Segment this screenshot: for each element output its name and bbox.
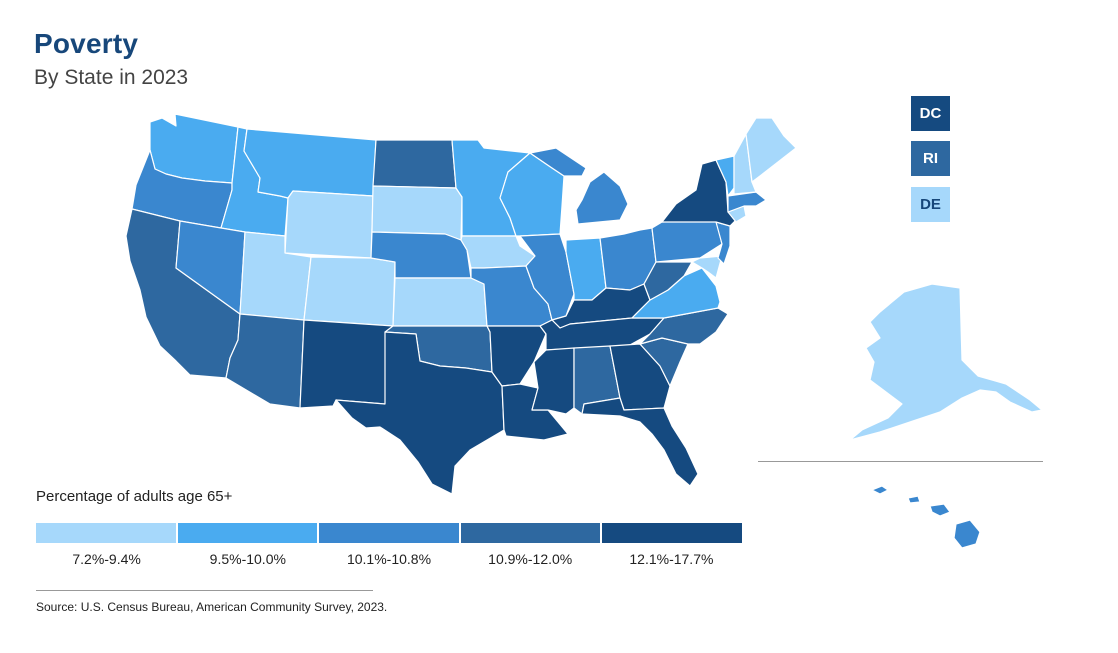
state-ak[interactable] — [849, 283, 1043, 441]
legend-label: 10.1%-10.8% — [346, 551, 432, 567]
legend-swatch — [319, 523, 459, 543]
small-state-label: DC — [919, 105, 942, 122]
small-state-dc[interactable]: DC — [911, 96, 950, 131]
legend-swatch — [177, 523, 318, 543]
state-ma[interactable] — [727, 191, 767, 213]
small-state-label: RI — [923, 150, 938, 167]
inset-divider — [758, 461, 1043, 462]
state-nm[interactable] — [299, 319, 394, 409]
legend-swatch — [36, 523, 176, 543]
state-ks[interactable] — [392, 277, 488, 327]
state-mt[interactable] — [243, 128, 377, 199]
legend-label: 12.1%-17.7% — [629, 551, 714, 567]
state-fl[interactable] — [581, 397, 699, 487]
source-divider — [36, 590, 373, 591]
state-vt[interactable] — [715, 155, 735, 197]
legend-title: Percentage of adults age 65+ — [36, 488, 233, 505]
state-hi[interactable] — [871, 485, 981, 549]
state-mi[interactable] — [529, 147, 629, 225]
state-co[interactable] — [303, 256, 396, 327]
page-subtitle: By State in 2023 — [34, 66, 189, 89]
state-md[interactable] — [691, 255, 723, 279]
state-nd[interactable] — [372, 139, 457, 189]
state-la[interactable] — [501, 383, 569, 441]
state-ms[interactable] — [531, 347, 575, 415]
small-state-de[interactable]: DE — [911, 187, 950, 222]
small-state-ri[interactable]: RI — [911, 141, 950, 176]
legend-bar — [36, 523, 742, 543]
page-title: Poverty — [34, 28, 139, 59]
legend-labels: 7.2%-9.4% 9.5%-10.0% 10.1%-10.8% 10.9%-1… — [36, 551, 742, 567]
state-nc[interactable] — [639, 307, 729, 345]
small-state-label: DE — [920, 196, 941, 213]
legend-label: 9.5%-10.0% — [209, 551, 286, 567]
source-note: Source: U.S. Census Bureau, American Com… — [36, 600, 388, 614]
legend-swatch — [602, 523, 742, 543]
legend-swatch — [460, 523, 601, 543]
state-pa[interactable] — [651, 219, 723, 263]
state-tx[interactable] — [335, 331, 505, 495]
legend-label: 10.9%-12.0% — [488, 551, 573, 567]
state-me[interactable] — [745, 117, 797, 183]
state-wy[interactable] — [284, 190, 374, 259]
legend-label: 7.2%-9.4% — [72, 551, 141, 567]
